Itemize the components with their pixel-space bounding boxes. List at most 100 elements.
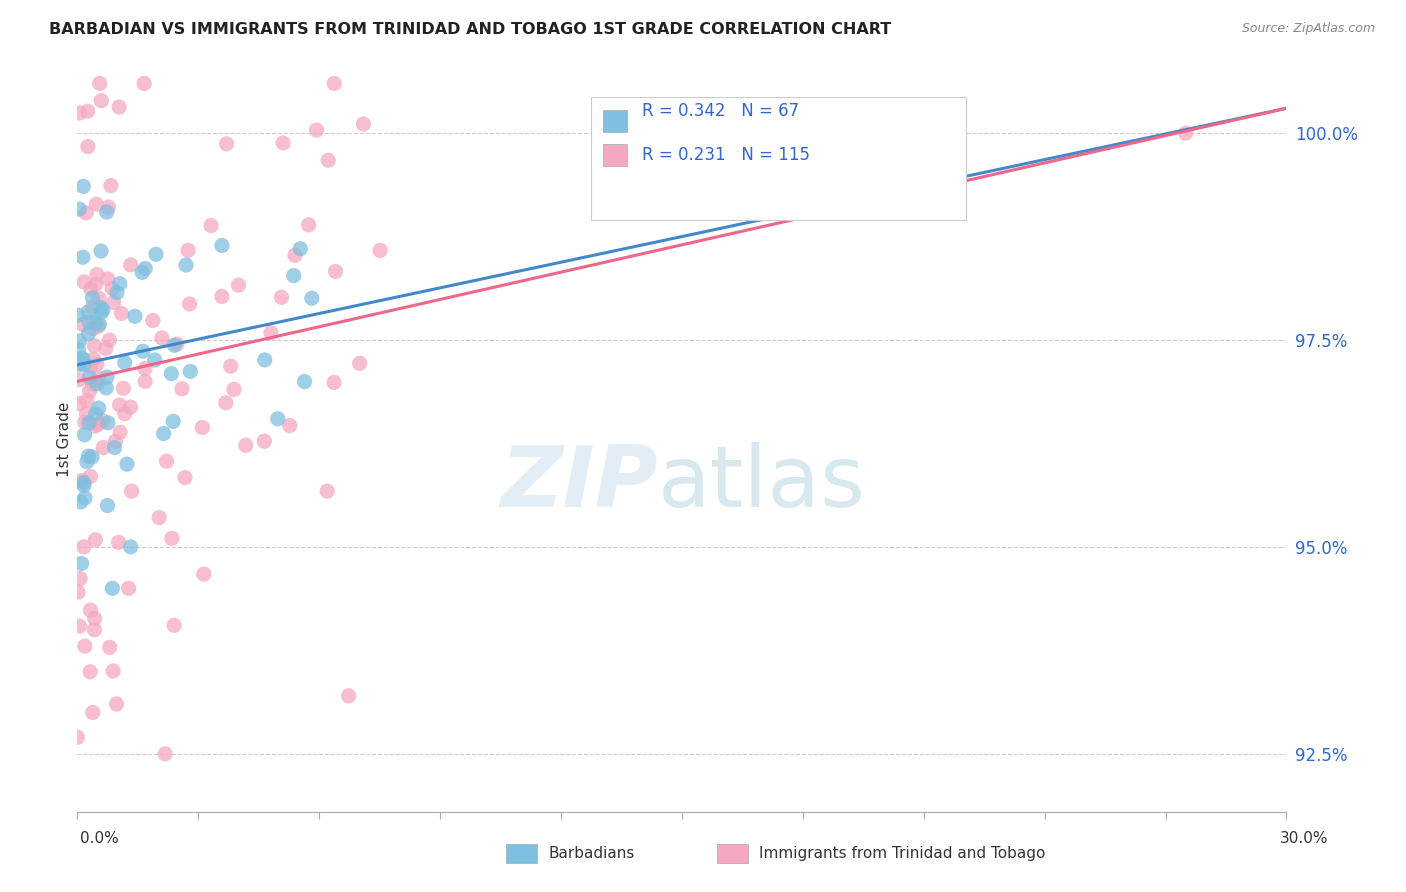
Point <box>211 238 233 252</box>
Point <box>120 400 142 414</box>
Point <box>193 567 215 582</box>
Point <box>91 414 114 428</box>
Point <box>67 202 90 217</box>
Point <box>132 344 155 359</box>
Point <box>67 357 90 371</box>
Point <box>166 337 188 351</box>
Point <box>84 277 107 292</box>
Point <box>79 370 101 384</box>
Point <box>107 535 129 549</box>
Point <box>67 585 90 599</box>
Point <box>163 338 186 352</box>
Point <box>103 441 125 455</box>
Point <box>179 364 201 378</box>
Y-axis label: 1st Grade: 1st Grade <box>56 401 72 477</box>
Point <box>1174 126 1197 140</box>
Point <box>90 305 112 319</box>
Point <box>89 318 111 332</box>
Point <box>323 77 346 91</box>
Point <box>90 94 112 108</box>
Point <box>76 104 98 119</box>
Point <box>260 326 283 340</box>
Point <box>160 367 183 381</box>
Point <box>316 153 339 168</box>
Point <box>219 359 242 374</box>
Point <box>134 361 156 376</box>
Point <box>215 396 238 410</box>
Point <box>96 272 118 286</box>
Text: 0.0%: 0.0% <box>80 831 120 846</box>
Point <box>160 532 183 546</box>
Point <box>83 338 105 352</box>
Point <box>84 316 107 330</box>
Point <box>82 322 104 336</box>
Text: Source: ZipAtlas.com: Source: ZipAtlas.com <box>1241 22 1375 36</box>
Point <box>100 178 122 193</box>
Point <box>97 416 120 430</box>
Point <box>305 123 328 137</box>
Point <box>108 398 131 412</box>
Point <box>108 277 131 291</box>
Point <box>121 484 143 499</box>
Point <box>79 469 101 483</box>
Point <box>86 357 108 371</box>
Point <box>73 491 96 505</box>
Point <box>72 179 94 194</box>
Point <box>174 258 197 272</box>
Point <box>66 308 89 322</box>
Point <box>352 117 374 131</box>
Point <box>283 268 305 283</box>
Point <box>134 261 156 276</box>
Point <box>87 401 110 416</box>
Text: R = 0.342   N = 67: R = 0.342 N = 67 <box>641 103 799 120</box>
Point <box>368 244 391 258</box>
Point <box>75 206 97 220</box>
Point <box>82 291 104 305</box>
Point <box>76 393 98 408</box>
Point <box>70 351 93 366</box>
Point <box>155 454 177 468</box>
Point <box>152 426 174 441</box>
Point <box>118 582 141 596</box>
Point <box>72 250 94 264</box>
Point <box>79 384 101 398</box>
Point <box>73 415 96 429</box>
Point <box>211 289 233 303</box>
Point <box>86 268 108 282</box>
Point <box>131 265 153 279</box>
Point <box>67 373 90 387</box>
Point <box>235 438 257 452</box>
Point <box>82 706 104 720</box>
Point <box>200 219 222 233</box>
Point <box>142 313 165 327</box>
Point <box>191 420 214 434</box>
Point <box>87 319 110 334</box>
Point <box>87 417 110 432</box>
Point <box>89 292 111 306</box>
Point <box>301 291 323 305</box>
Bar <box>603 110 627 132</box>
Point <box>134 77 156 91</box>
Point <box>73 427 96 442</box>
Point <box>145 247 167 261</box>
Point <box>153 747 176 761</box>
Point <box>70 474 93 488</box>
Point <box>69 334 91 348</box>
Point <box>83 623 105 637</box>
Point <box>86 376 108 391</box>
Point <box>177 244 200 258</box>
Point <box>69 106 91 120</box>
Point <box>77 326 100 341</box>
Point <box>75 407 97 421</box>
Text: R = 0.231   N = 115: R = 0.231 N = 115 <box>641 146 810 164</box>
Point <box>108 100 131 114</box>
Point <box>91 441 114 455</box>
Point <box>316 484 339 499</box>
Point <box>69 619 91 633</box>
Text: BARBADIAN VS IMMIGRANTS FROM TRINIDAD AND TOBAGO 1ST GRADE CORRELATION CHART: BARBADIAN VS IMMIGRANTS FROM TRINIDAD AN… <box>49 22 891 37</box>
Text: ZIP: ZIP <box>501 442 658 525</box>
Point <box>253 353 276 368</box>
Point <box>69 572 91 586</box>
Point <box>96 205 118 219</box>
Point <box>294 375 316 389</box>
